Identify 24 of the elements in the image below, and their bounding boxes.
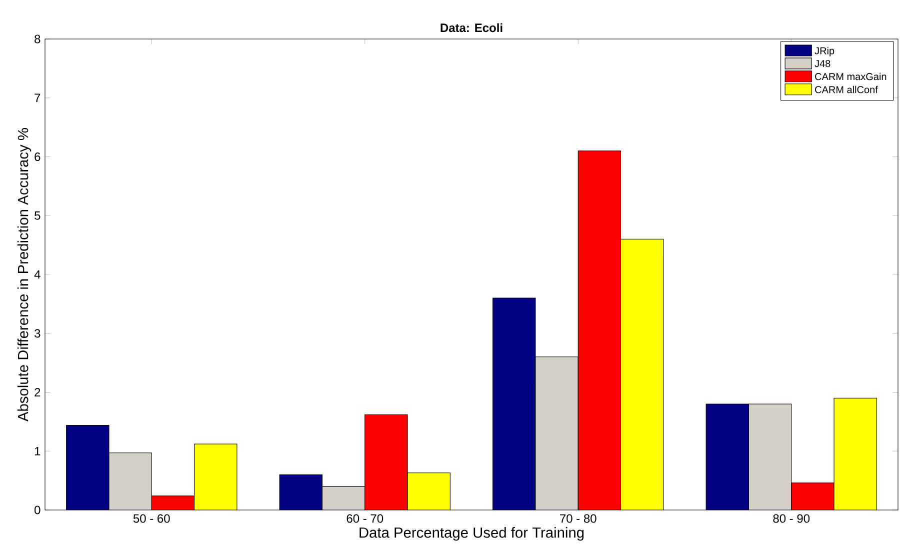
y-tick-label: 8 [34,34,40,44]
y-tick-label: 6 [34,152,40,161]
x-tick-label: 80 - 90 [773,514,810,523]
legend-label: CARM allConf [815,86,878,94]
y-tick-label: 3 [34,329,40,338]
legend-label: J48 [814,60,830,68]
y-tick-label: 4 [34,270,40,279]
bar [194,444,238,510]
y-tick-label: 5 [34,211,40,220]
bar [620,238,664,510]
x-tick-label: 50 - 60 [133,514,170,523]
legend-label: JRip [814,46,834,56]
x-tick-label: 60 - 70 [346,514,384,523]
y-tick-label: 2 [34,388,40,396]
chart-title: Data: Ecoli [440,23,502,32]
x-axis-title: Data Percentage Used for Training [360,527,584,541]
legend-label: CARM maxGain [815,72,886,80]
y-axis-title: Absolute Difference in Prediction Accuracy % [17,128,32,422]
bar [834,398,877,510]
x-tick-label: 70 - 80 [560,514,596,523]
y-tick-label: 1 [34,446,40,456]
y-tick-label: 0 [34,506,40,514]
bar [407,472,450,510]
y-tick-label: 7 [34,94,40,102]
